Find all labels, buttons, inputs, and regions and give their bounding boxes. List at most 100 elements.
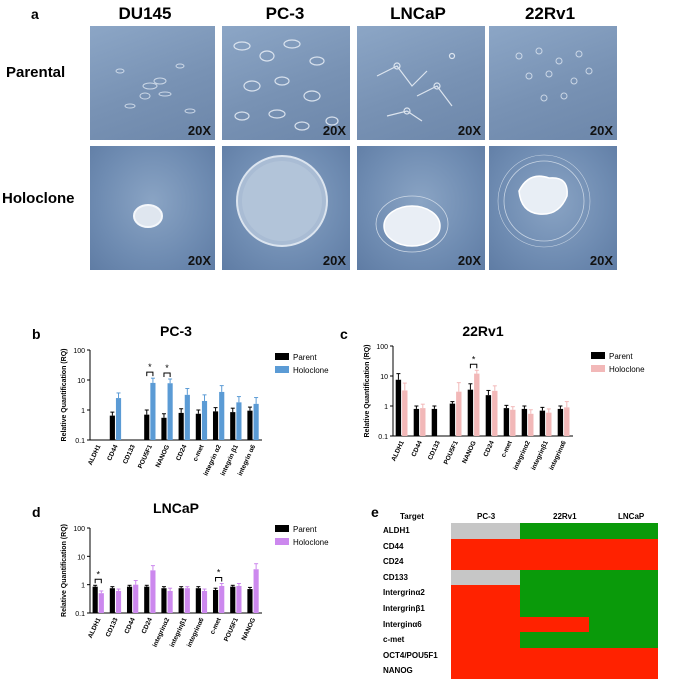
- cells-illustration: [233, 39, 339, 131]
- legend-swatch-parent: [591, 352, 605, 359]
- row-title-holoclone: Holoclone: [2, 190, 75, 207]
- heatmap-cell-lncap-cd24: [589, 554, 658, 570]
- panel-d-letter: d: [32, 504, 41, 520]
- significance-bracket: [163, 372, 171, 377]
- x-tick-label-nanog: NANOG: [155, 444, 172, 469]
- legend-label-parent: Parent: [293, 353, 317, 362]
- magnification-label: 20X: [187, 253, 211, 268]
- heatmap-row-label: Interginα6: [383, 619, 422, 629]
- heatmap-row-label: Intergrinβ1: [383, 604, 425, 613]
- bar-holoclone-integrin-1: [236, 402, 242, 440]
- x-tick-label-integrin-6: integrinα6: [186, 617, 206, 649]
- significance-bracket: [94, 578, 102, 584]
- row-title-parental: Parental: [6, 64, 66, 81]
- cells-illustration: [515, 47, 593, 102]
- heatmap-row-label: OCT4/POU5F1: [383, 650, 438, 660]
- heatmap-cell-lncap-cd133: [589, 569, 658, 586]
- sphere-illustration: [497, 154, 591, 248]
- y-tick-label: 1: [81, 408, 85, 415]
- heatmap-cell-22rv1-intergrin-2: [520, 585, 589, 601]
- micrograph-lncap-holoclone: 20X: [357, 146, 485, 270]
- x-tick-label-cd24: CD24: [175, 444, 189, 462]
- bar-parent-nanog: [247, 589, 253, 613]
- magnification-label: 20X: [589, 253, 613, 268]
- heatmap-row-label: CD44: [383, 541, 404, 551]
- y-tick-label: 0.1: [378, 434, 388, 441]
- x-tick-label-cd44: CD44: [410, 440, 424, 458]
- x-tick-label-cd44: CD44: [106, 444, 120, 462]
- cells-illustration: [376, 52, 456, 122]
- column-title-lncap: LNCaP: [390, 4, 446, 23]
- bar-holoclone-integrin-2: [528, 413, 534, 436]
- sphere-illustration: [133, 204, 163, 228]
- bar-holoclone-cd44: [115, 398, 122, 440]
- bar-holoclone-cd44: [420, 408, 426, 436]
- bar-parent-integrin-6: [247, 410, 253, 440]
- bar-holoclone-aldh1: [402, 390, 408, 436]
- heatmap-header-22rv1: 22Rv1: [553, 512, 577, 521]
- bar-parent-cd24: [178, 412, 184, 440]
- x-tick-label-integrin-1: integrinβ1: [530, 440, 550, 472]
- bar-parent-integrin-1: [178, 588, 184, 613]
- y-tick-label: 0.1: [75, 611, 85, 618]
- panel-e-letter: e: [371, 504, 379, 520]
- heatmap-header-pc3: PC-3: [477, 512, 496, 521]
- x-tick-label-nanog: NANOG: [241, 617, 258, 642]
- legend-label-holoclone: Holoclone: [293, 366, 329, 375]
- x-tick-label-cd133: CD133: [122, 444, 137, 466]
- y-tick-label: 1: [81, 583, 85, 590]
- significance-star: *: [148, 362, 152, 372]
- panel-b-letter: b: [32, 326, 41, 342]
- bar-holoclone-cd24: [492, 390, 498, 436]
- bar-parent-cd133: [431, 408, 438, 436]
- significance-bracket: [469, 363, 478, 369]
- bar-holoclone-pou5f1: [150, 382, 156, 440]
- chart-pc3: PC-3 0.1 1 10 100 Relative Quantification (RQ…: [61, 323, 329, 477]
- column-title-22rv1: 22Rv1: [524, 4, 576, 23]
- bar-holoclone-c-met: [510, 409, 516, 436]
- x-tick-label-pou5f1: POU5F1: [223, 617, 240, 643]
- heatmap-cell-pc-3-c-met: [451, 632, 520, 648]
- bar-parent-integrin-1: [230, 412, 236, 440]
- micrograph-22rv1-parental: 20X: [489, 26, 617, 140]
- bar-holoclone-cd44: [133, 584, 139, 613]
- bar-holoclone-integrin-6: [253, 403, 259, 440]
- bar-parent-cd24: [144, 586, 150, 613]
- legend-label-holoclone: Holoclone: [609, 365, 645, 374]
- bar-parent-aldh1: [395, 379, 402, 436]
- chart-title: 22Rv1: [462, 323, 503, 339]
- bar-parent-aldh1: [92, 586, 98, 613]
- bar-parent-integrin-2: [161, 588, 167, 613]
- column-title-pc3: PC-3: [265, 4, 305, 23]
- y-tick-label: 10: [77, 554, 85, 561]
- y-axis-label: Relative Quantification (RQ): [61, 524, 68, 617]
- x-tick-label-aldh1: ALDH1: [87, 617, 103, 640]
- x-tick-label-c-met: c-met: [500, 439, 514, 458]
- x-tick-label-pou5f1: POU5F1: [443, 440, 460, 466]
- sphere-illustration: [236, 155, 328, 247]
- x-tick-label-c-met: c-met: [192, 443, 206, 462]
- x-tick-label-aldh1: ALDH1: [87, 444, 103, 467]
- micrograph-du145-parental: 20X: [90, 26, 215, 140]
- significance-star: *: [96, 569, 100, 579]
- bar-parent-nanog: [161, 417, 167, 440]
- heatmap-row-label: CD133: [383, 572, 408, 582]
- bar-holoclone-c-met: [219, 585, 225, 613]
- legend-swatch-parent: [275, 525, 289, 532]
- heatmap-row-label: CD24: [383, 557, 404, 567]
- y-tick-label: 100: [73, 526, 85, 533]
- y-tick-label: 100: [73, 348, 85, 355]
- bar-holoclone-nanog: [474, 373, 480, 436]
- heatmap-panel: Target PC-3 22Rv1 LNCaP ALDH1 CD44 CD24 CD1…: [381, 507, 671, 683]
- bar-holoclone-integrin-2: [219, 391, 225, 440]
- panel-a-letter: a: [31, 6, 39, 22]
- x-tick-label-aldh1: ALDH1: [390, 440, 406, 463]
- sphere-illustration: [375, 195, 449, 253]
- heatmap-cell-pc-3-oct4-pou5f1: [451, 647, 520, 664]
- bar-parent-cd44: [109, 415, 115, 440]
- bar-parent-pou5f1: [449, 403, 456, 436]
- legend-label-holoclone: Holoclone: [293, 538, 329, 547]
- bar-holoclone-pou5f1: [456, 391, 462, 436]
- x-tick-label-pou5f1: POU5F1: [137, 444, 154, 470]
- heatmap-row-label: ALDH1: [383, 526, 410, 535]
